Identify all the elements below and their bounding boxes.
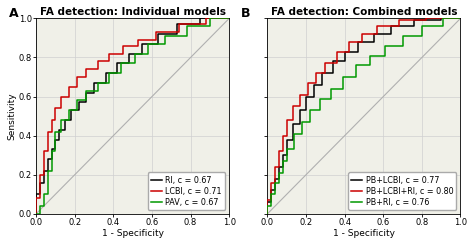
Text: B: B	[240, 7, 250, 20]
X-axis label: 1 - Specificity: 1 - Specificity	[101, 229, 164, 238]
Legend: PB+LCBI, c = 0.77, PB+LCBI+RI, c = 0.80, PB+RI, c = 0.76: PB+LCBI, c = 0.77, PB+LCBI+RI, c = 0.80,…	[348, 172, 456, 210]
Text: A: A	[9, 7, 19, 20]
X-axis label: 1 - Specificity: 1 - Specificity	[333, 229, 395, 238]
Y-axis label: Sensitivity: Sensitivity	[7, 92, 16, 140]
Legend: RI, c = 0.67, LCBI, c = 0.71, PAV, c = 0.67: RI, c = 0.67, LCBI, c = 0.71, PAV, c = 0…	[148, 172, 225, 210]
Title: FA detection: Combined models: FA detection: Combined models	[271, 7, 457, 17]
Title: FA detection: Individual models: FA detection: Individual models	[40, 7, 226, 17]
